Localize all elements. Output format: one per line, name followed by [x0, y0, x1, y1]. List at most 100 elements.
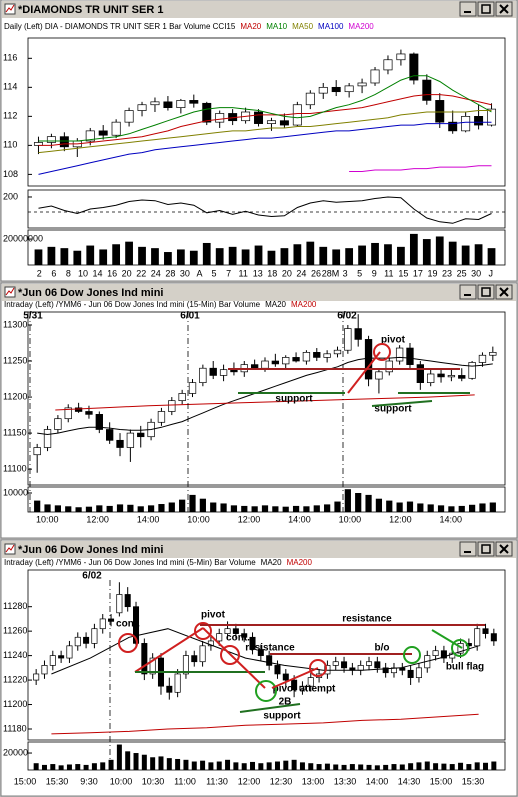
candle-body — [249, 636, 256, 650]
volume-bar — [355, 493, 362, 512]
volume-bar — [474, 244, 483, 265]
volume-bar — [220, 503, 227, 512]
volume-bar — [427, 504, 434, 512]
candle-body — [370, 69, 380, 84]
candle-body — [33, 673, 40, 681]
volume-bar — [483, 762, 489, 770]
volume-bar — [116, 504, 124, 512]
volume-bar — [406, 501, 414, 512]
candle-body — [98, 130, 108, 136]
volume-bar — [313, 505, 320, 512]
ma-line — [38, 110, 492, 154]
candle-body — [157, 411, 166, 423]
x-tick-label: 19 — [427, 268, 437, 278]
x-tick-label: 12:00 — [238, 514, 261, 524]
window-button[interactable] — [477, 1, 495, 17]
candle-body — [202, 102, 212, 123]
candle-body — [261, 360, 269, 369]
volume-bar — [345, 248, 354, 265]
volume-bar — [233, 762, 239, 770]
volume-bar — [409, 233, 418, 265]
volume-bar — [299, 762, 305, 770]
annotation: 6/02 — [337, 311, 357, 322]
ma-line — [38, 75, 492, 142]
maximize-glyph — [481, 287, 491, 297]
candle-body — [382, 667, 389, 674]
volume-bar — [371, 242, 379, 265]
candle-body — [407, 669, 414, 678]
candle-body — [207, 640, 214, 647]
y-tick-label: 116 — [3, 53, 17, 63]
x-tick-label: 15:30 — [46, 776, 69, 786]
volume-bar — [75, 764, 81, 770]
candle-body — [219, 369, 228, 376]
x-tick-label: A — [196, 268, 202, 278]
maximize-glyph — [481, 4, 491, 14]
y-tick-label: 112 — [3, 111, 17, 121]
candle-body — [91, 628, 98, 644]
candle-body — [271, 360, 280, 365]
x-tick-label: 13:30 — [334, 776, 357, 786]
pivot-line — [202, 627, 266, 689]
candle-body — [254, 111, 264, 124]
candle-body — [478, 354, 487, 363]
x-tick-label: 11 — [384, 268, 393, 278]
window — [0, 282, 518, 539]
support-line — [371, 400, 433, 407]
volume-bar — [44, 504, 51, 512]
volume-bar — [435, 236, 444, 265]
annotation: resistance — [245, 643, 295, 654]
candle-body — [291, 679, 298, 691]
window-button[interactable] — [459, 1, 477, 17]
candle-body — [95, 414, 103, 430]
y-tick-label: 20000000 — [3, 233, 43, 243]
window-button[interactable] — [459, 541, 477, 557]
candle-body — [224, 628, 231, 634]
candle-body — [385, 360, 393, 373]
volume-bar — [216, 761, 222, 770]
volume-bar — [191, 761, 197, 770]
candle-body — [266, 120, 276, 124]
x-tick-label: 28M — [322, 268, 340, 278]
candle-body — [33, 447, 41, 456]
candle-body — [282, 357, 290, 365]
volume-bar — [47, 246, 56, 265]
volume-bar — [366, 764, 372, 770]
x-tick-label: 2 — [37, 268, 42, 278]
y-tick-label: 114 — [3, 82, 17, 92]
candle-body — [163, 101, 173, 108]
candle-body — [292, 104, 302, 126]
pivot-attempt-circle — [309, 659, 327, 677]
volume-bar — [491, 761, 497, 770]
candle-body — [58, 655, 65, 659]
annotation: pivot — [381, 335, 406, 346]
window-button[interactable] — [477, 541, 495, 557]
y-tick-label: 11240 — [3, 650, 27, 660]
x-tick-label: 10 — [78, 268, 88, 278]
y-tick-label: 11200 — [3, 391, 27, 401]
window-button[interactable] — [477, 284, 495, 300]
volume-bar — [437, 505, 445, 512]
pivot-line — [134, 627, 204, 673]
candle-body — [216, 633, 223, 642]
window-button[interactable] — [459, 284, 477, 300]
legend-entry: MA20 — [265, 300, 286, 309]
pane — [27, 189, 506, 229]
volume-bar — [138, 246, 146, 265]
candle-body — [437, 373, 445, 378]
volume-bar — [417, 503, 424, 512]
legend-entry: MA200 — [287, 558, 313, 567]
x-tick-label: 30 — [471, 268, 481, 278]
candle-body — [99, 618, 106, 630]
volume-bar — [358, 245, 366, 265]
volume-bar — [306, 241, 315, 265]
volume-bar — [344, 489, 351, 512]
volume-bar — [176, 249, 185, 265]
candle-body — [232, 628, 239, 634]
volume-bar — [324, 504, 331, 512]
volume-bar — [282, 506, 289, 512]
candle-body — [474, 116, 484, 126]
header-text: Daily (Left) DIA - DIAMONDS TR UNIT SER … — [4, 22, 236, 31]
candle-body — [344, 85, 354, 93]
volume-bar — [66, 764, 72, 770]
